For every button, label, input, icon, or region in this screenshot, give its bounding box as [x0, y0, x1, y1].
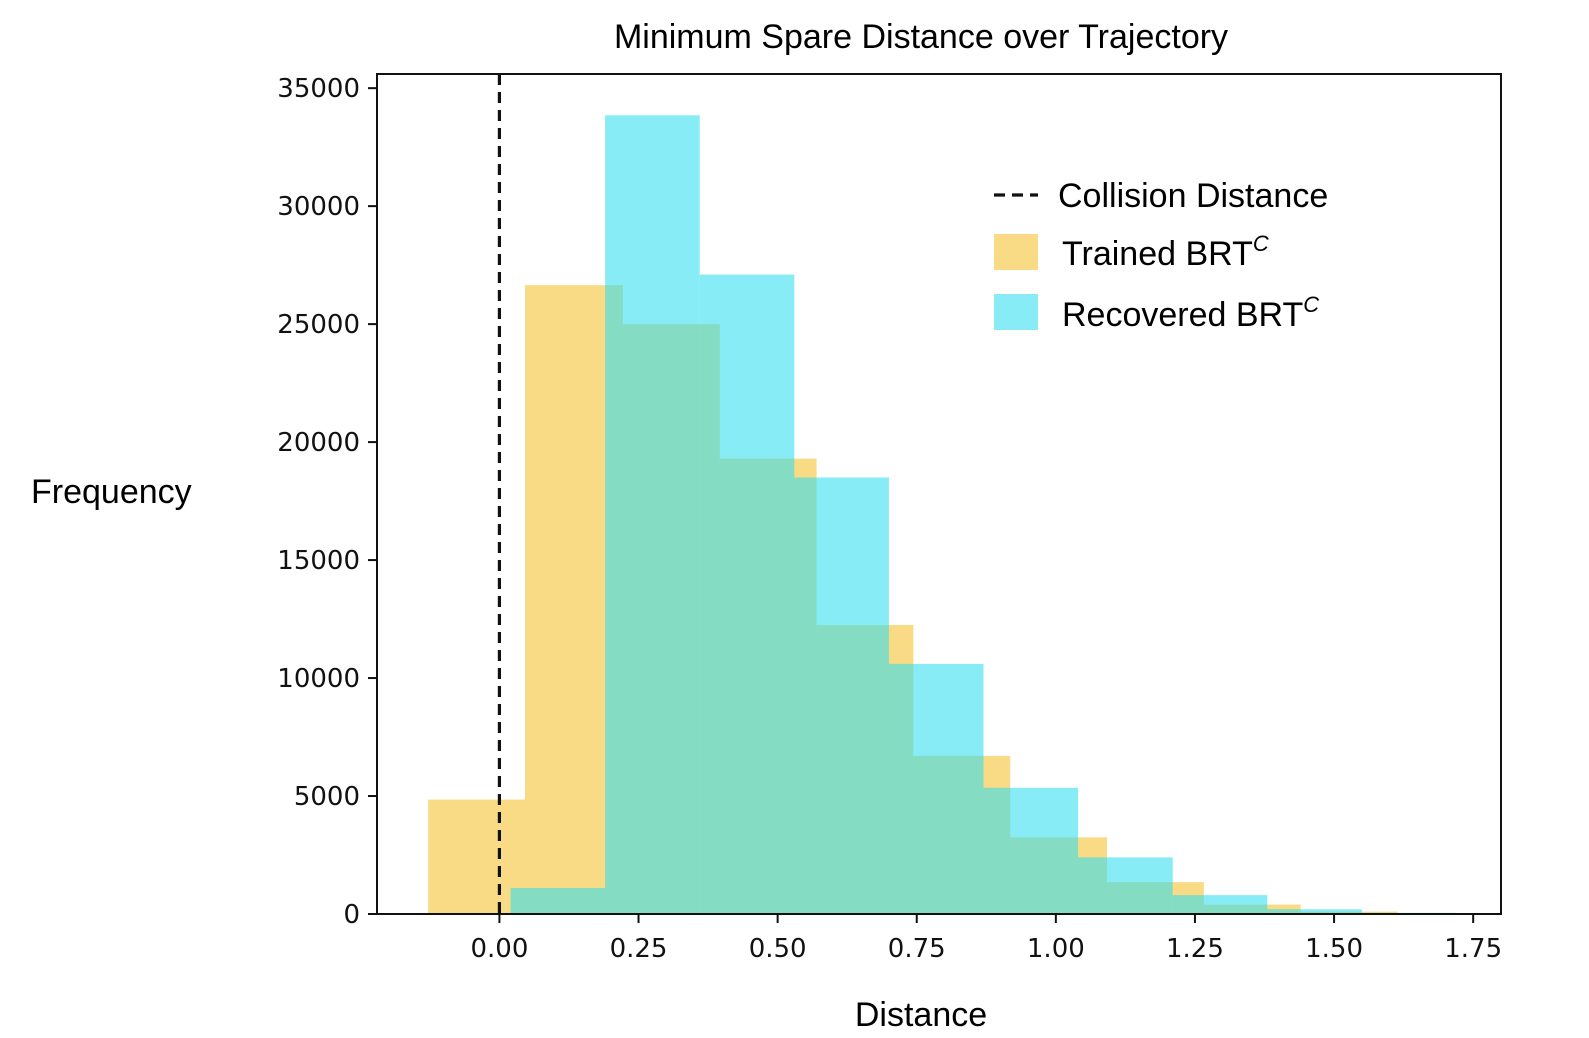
x-tick-label: 1.00 [1027, 934, 1085, 964]
legend: Collision Distance Trained BRTC Recovere… [994, 177, 1328, 334]
y-axis-title: Frequency [31, 473, 192, 511]
recovered-bar-7 [1172, 895, 1268, 914]
recovered-bar-0 [510, 888, 606, 914]
recovered-bar-1 [605, 115, 700, 915]
legend-trained-label: Trained BRTC [1062, 231, 1269, 273]
x-tick-label: 1.75 [1444, 934, 1502, 964]
series-1 [510, 115, 1457, 915]
recovered-bar-8 [1267, 909, 1362, 914]
y-tick-label: 25000 [277, 310, 360, 340]
bars-layer [428, 115, 1457, 915]
recovered-bar-2 [699, 274, 795, 915]
legend-collision-label: Collision Distance [1058, 177, 1328, 215]
y-tick-label: 0 [343, 900, 360, 930]
y-tick-label: 5000 [294, 782, 360, 812]
y-tick-label: 35000 [277, 74, 360, 104]
x-tick-label: 0.50 [749, 934, 807, 964]
x-tick-label: 1.50 [1305, 934, 1363, 964]
recovered-bar-4 [888, 663, 984, 914]
x-tick-label: 0.00 [470, 934, 528, 964]
x-axis-title: Distance [855, 996, 987, 1034]
legend-recovered-sup: C [1303, 292, 1319, 317]
y-tick-label: 30000 [277, 192, 360, 222]
legend-recovered-name: Recovered BRT [1062, 296, 1303, 334]
y-tick-label: 20000 [277, 428, 360, 458]
legend-trained-swatch [994, 234, 1038, 270]
chart-title: Minimum Spare Distance over Trajectory [614, 18, 1228, 56]
x-tick-label: 0.25 [610, 934, 668, 964]
recovered-bar-5 [983, 787, 1079, 914]
y-tick-label: 15000 [277, 546, 360, 576]
recovered-bar-3 [794, 477, 889, 914]
legend-recovered-swatch [994, 294, 1038, 330]
recovered-bar-6 [1078, 857, 1173, 914]
ticks-layer: 0.00 0.25 0.50 0.75 1.00 1.25 1.50 1.75 0 5000 100… [277, 74, 1502, 964]
y-tick-label: 10000 [277, 664, 360, 694]
x-tick-label: 1.25 [1166, 934, 1224, 964]
plot-frame [376, 73, 1502, 915]
legend-trained-name: Trained BRT [1062, 235, 1253, 273]
trained-bar-0 [428, 799, 526, 914]
legend-recovered-label: Recovered BRTC [1062, 292, 1319, 334]
x-tick-label: 0.75 [888, 934, 946, 964]
legend-trained-sup: C [1253, 231, 1269, 256]
